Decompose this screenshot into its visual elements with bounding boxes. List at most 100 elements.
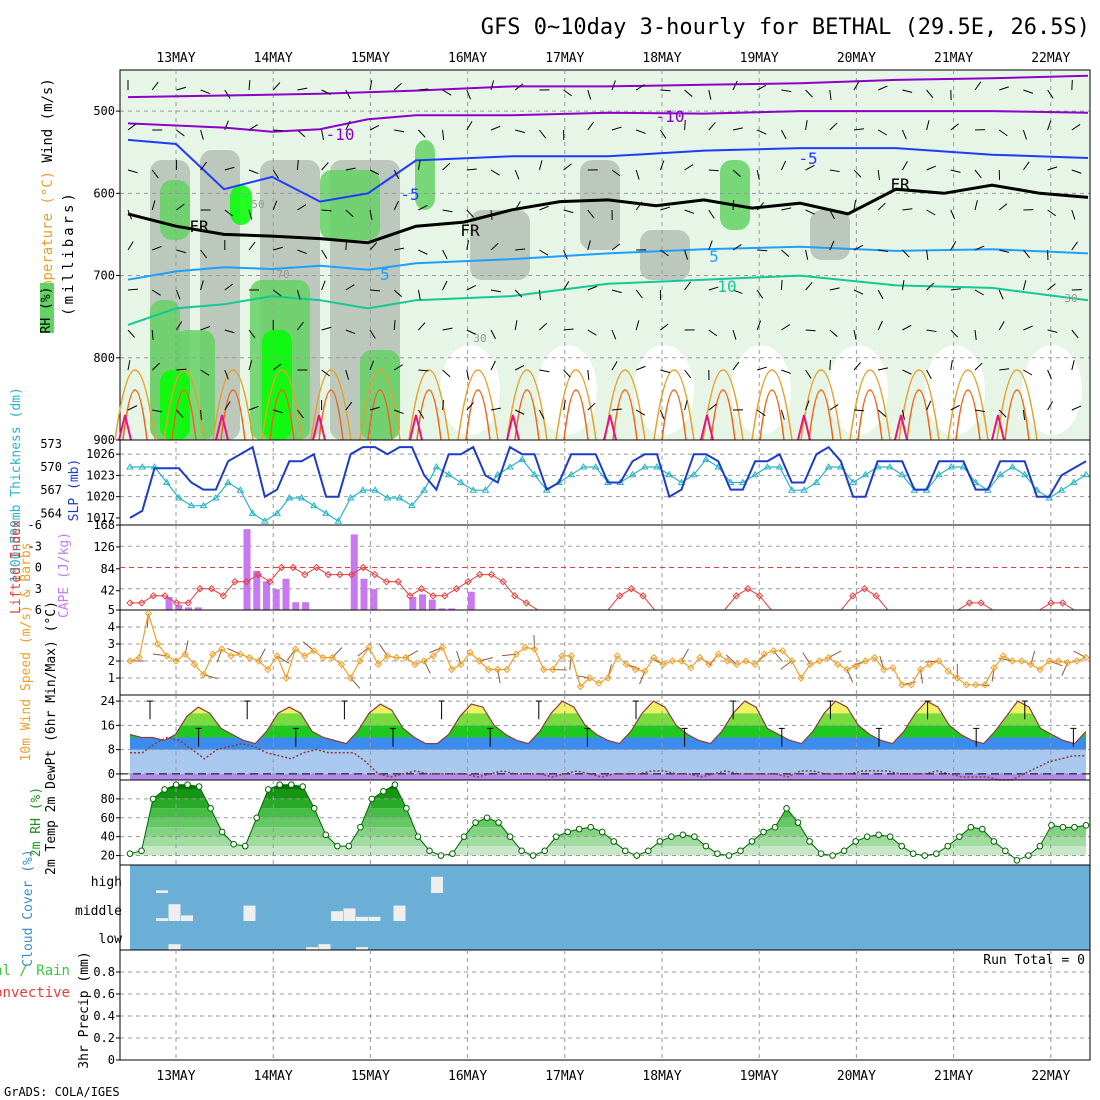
upper-wind-barb (176, 129, 185, 137)
upper-wind-barb (781, 249, 790, 257)
upper-wind-barb (732, 244, 742, 251)
thickness-point (248, 509, 257, 516)
upper-wind-barb (708, 329, 718, 337)
upper-wind-barb (248, 209, 253, 220)
upper-wind-barb (490, 329, 496, 340)
upper-wind-barb (659, 409, 665, 420)
upper-wind-barb (393, 169, 400, 180)
contour-label: 5 (380, 265, 390, 284)
thickness-point (1008, 463, 1017, 470)
upper-wind-barb (515, 248, 526, 251)
upper-wind-barb (901, 129, 907, 140)
lifted-index-point (476, 570, 484, 579)
rh-point (253, 814, 260, 822)
upper-wind-barb (757, 366, 767, 371)
cloud-high-bar (156, 890, 168, 893)
temp-contour-20 (514, 389, 540, 441)
upper-wind-barb (780, 160, 787, 171)
rh-point (299, 783, 307, 790)
upper-wind-barb (902, 89, 913, 93)
temp-contour-20 (710, 389, 736, 441)
upper-wind-barb (152, 245, 162, 251)
upper-wind-barb (151, 289, 161, 296)
upper-wind-barb (515, 129, 525, 134)
wind-speed-point (659, 660, 667, 669)
upper-wind-barb (345, 401, 353, 411)
y-tick-label: 700 (93, 269, 115, 283)
rh-point (909, 850, 917, 857)
upper-wind-barb (708, 240, 713, 251)
upper-wind-barb (684, 281, 691, 291)
day-label-bottom: 19MAY (740, 1069, 779, 1084)
contour-label: 50 (251, 198, 264, 211)
cape-bar (194, 607, 202, 610)
upper-wind-barb (417, 160, 421, 171)
temp-axis-label: 2m Temp 2m DewPt (6hr Min/Max) (°C) (44, 601, 59, 875)
upper-wind-barb (1047, 369, 1052, 380)
upper-wind-barb (611, 361, 618, 371)
upper-wind-barb (902, 324, 912, 331)
rh-point (1036, 842, 1044, 850)
wind-speed-point (990, 664, 998, 672)
upper-wind-barb (1071, 169, 1082, 174)
temp-contour-20 (808, 389, 834, 441)
rh-point (207, 805, 214, 812)
rh-point (702, 842, 710, 850)
dry-area-patch (1022, 345, 1082, 435)
slp-tick-label: 1023 (86, 468, 115, 482)
wind-speed-point (824, 653, 833, 662)
rh-legend-swatch (40, 283, 54, 333)
wind-speed-point (668, 657, 677, 665)
wind-speed-point (834, 660, 842, 669)
isotherm-line (127, 274, 1089, 326)
cloud-middle-bar (168, 904, 181, 921)
upper-wind-barb (127, 360, 131, 371)
upper-wind-barb (345, 284, 355, 291)
cloud-low-bar (356, 947, 368, 950)
upper-wind-barb (200, 325, 211, 331)
rh-point (956, 833, 963, 840)
temp-contour-20 (1004, 389, 1030, 441)
rh-point (806, 838, 813, 845)
upper-wind-barb (538, 289, 541, 300)
cloud-middle-bar (156, 918, 168, 921)
wind-speed-point (328, 653, 336, 662)
thickness-point (1057, 486, 1066, 493)
upper-wind-barb (273, 409, 283, 414)
upper-wind-barb (297, 249, 307, 255)
upper-wind-barb (877, 409, 887, 417)
day-label-top: 22MAY (1031, 51, 1070, 66)
thickness-point (763, 463, 772, 470)
upper-wind-barb (151, 169, 159, 179)
upper-wind-barb (224, 401, 231, 411)
y-tick-label: 3 (108, 637, 115, 651)
cloud-level-label: low (99, 932, 123, 947)
rh-point (414, 833, 422, 840)
upper-wind-barb (321, 369, 330, 377)
upper-wind-barb (490, 209, 493, 220)
thickness-point (751, 470, 759, 478)
contour-label: FR (460, 221, 480, 240)
lifted-index-point (242, 577, 251, 586)
lifted-index-point (347, 570, 356, 579)
upper-wind-barb (466, 168, 477, 171)
lifted-index-point (860, 585, 869, 593)
rh-point (898, 842, 906, 850)
rh-point (645, 847, 652, 855)
upper-wind-barb (345, 329, 356, 335)
temp-contour-25 (603, 414, 617, 441)
lifted-tick-label: 6 (35, 603, 42, 617)
rh-point (944, 842, 952, 850)
upper-wind-barb (853, 362, 861, 371)
upper-wind-barb (127, 405, 138, 411)
day-label-top: 21MAY (934, 51, 973, 66)
upper-wind-barb (563, 369, 571, 378)
upper-wind-barb (563, 249, 568, 260)
rh-point (1002, 847, 1009, 855)
upper-wind-barb (1022, 280, 1027, 291)
upper-wind-barb (974, 245, 985, 251)
day-label-bottom: 17MAY (545, 1069, 584, 1084)
wind-speed-point (723, 657, 732, 665)
upper-wind-barb (611, 80, 616, 91)
temp-contour-20 (563, 389, 589, 441)
